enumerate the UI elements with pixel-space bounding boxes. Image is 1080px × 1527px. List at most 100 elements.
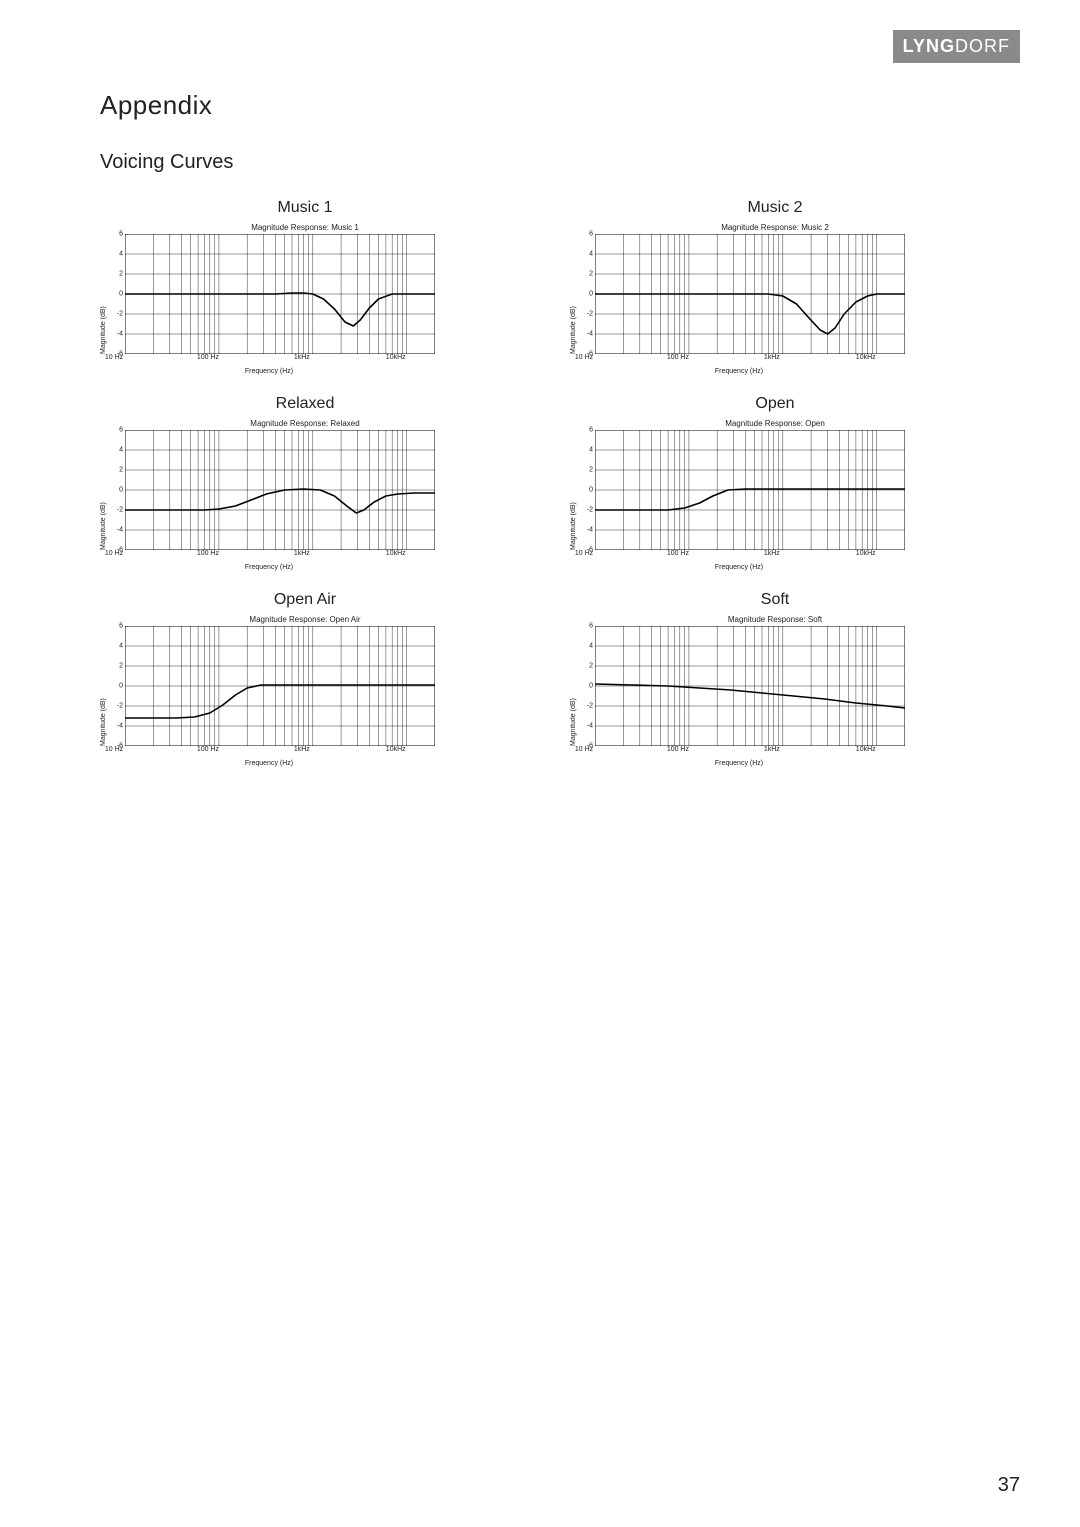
chart-plot-row: Magnitude (dB) 6420-2-4-6 [100,234,510,354]
chart-plot-title: Magnitude Response: Relaxed [100,419,510,428]
x-tick: 1kHz [764,746,780,753]
y-tick: 2 [119,467,123,474]
y-tick: 4 [119,447,123,454]
chart-name: Music 1 [100,199,510,217]
y-tick: 6 [119,231,123,238]
chart-plot-relaxed [125,430,435,550]
x-tick: 100 Hz [197,746,219,753]
x-tick: 10 Hz [575,550,593,557]
chart-plot-music1 [125,234,435,354]
x-tick: 1kHz [294,746,310,753]
chart-name: Soft [570,591,980,609]
chart-name: Open Air [100,591,510,609]
chart-plot-row: Magnitude (dB) 6420-2-4-6 [570,626,980,746]
chart-music2: Music 2 Magnitude Response: Music 2 Magn… [570,199,980,375]
x-tick: 10kHz [386,550,406,557]
y-tick: -4 [587,527,593,534]
x-tick: 10 Hz [575,746,593,753]
y-axis-label: Magnitude (dB) [100,430,107,550]
y-tick: 6 [119,427,123,434]
chart-soft: Soft Magnitude Response: Soft Magnitude … [570,591,980,767]
chart-name: Music 2 [570,199,980,217]
y-axis-label: Magnitude (dB) [570,430,577,550]
x-tick: 10 Hz [105,354,123,361]
y-tick: 6 [589,427,593,434]
brand-logo: LYNGDORF [893,30,1020,63]
x-tick: 10kHz [386,354,406,361]
x-tick: 10kHz [386,746,406,753]
chart-plot-row: Magnitude (dB) 6420-2-4-6 [100,430,510,550]
chart-openair: Open Air Magnitude Response: Open Air Ma… [100,591,510,767]
x-axis-label: Frequency (Hz) [114,760,424,767]
x-tick: 10kHz [856,354,876,361]
x-ticks: 10 Hz100 Hz1kHz10kHz [114,550,424,562]
y-tick: 6 [589,623,593,630]
x-axis-label: Frequency (Hz) [584,760,894,767]
x-tick: 10kHz [856,746,876,753]
y-ticks: 6420-2-4-6 [111,234,125,354]
x-tick: 10 Hz [105,746,123,753]
x-ticks: 10 Hz100 Hz1kHz10kHz [114,354,424,366]
x-tick: 10kHz [856,550,876,557]
brand-light: DORF [955,36,1010,56]
y-tick: 0 [119,291,123,298]
chart-plot-title: Magnitude Response: Open Air [100,615,510,624]
y-tick: -4 [117,723,123,730]
x-tick: 1kHz [764,354,780,361]
x-tick: 100 Hz [667,550,689,557]
y-ticks: 6420-2-4-6 [581,626,595,746]
y-tick: -2 [117,507,123,514]
y-tick: 4 [119,251,123,258]
chart-name: Open [570,395,980,413]
y-tick: 4 [119,643,123,650]
charts-grid: Music 1 Magnitude Response: Music 1 Magn… [100,199,980,767]
y-tick: -2 [117,311,123,318]
chart-plot-title: Magnitude Response: Soft [570,615,980,624]
y-tick: -2 [587,507,593,514]
chart-name: Relaxed [100,395,510,413]
y-ticks: 6420-2-4-6 [581,430,595,550]
y-tick: 0 [589,683,593,690]
y-axis-label: Magnitude (dB) [570,234,577,354]
y-tick: 6 [119,623,123,630]
y-axis-label: Magnitude (dB) [100,626,107,746]
chart-plot-title: Magnitude Response: Music 2 [570,223,980,232]
y-tick: 2 [589,467,593,474]
x-axis-label: Frequency (Hz) [114,564,424,571]
y-tick: 4 [589,447,593,454]
y-tick: -2 [587,311,593,318]
y-ticks: 6420-2-4-6 [111,626,125,746]
x-axis-label: Frequency (Hz) [584,564,894,571]
x-tick: 10 Hz [575,354,593,361]
chart-plot-row: Magnitude (dB) 6420-2-4-6 [100,626,510,746]
x-tick: 1kHz [764,550,780,557]
chart-open: Open Magnitude Response: Open Magnitude … [570,395,980,571]
y-tick: -4 [587,723,593,730]
y-tick: -4 [117,331,123,338]
x-ticks: 10 Hz100 Hz1kHz10kHz [114,746,424,758]
x-tick: 100 Hz [667,746,689,753]
y-tick: 0 [119,487,123,494]
y-tick: 0 [119,683,123,690]
x-ticks: 10 Hz100 Hz1kHz10kHz [584,550,894,562]
y-tick: -4 [117,527,123,534]
y-tick: 2 [119,663,123,670]
x-ticks: 10 Hz100 Hz1kHz10kHz [584,354,894,366]
x-axis-label: Frequency (Hz) [584,368,894,375]
y-tick: 2 [589,271,593,278]
y-tick: -4 [587,331,593,338]
y-tick: 4 [589,251,593,258]
y-ticks: 6420-2-4-6 [581,234,595,354]
chart-plot-title: Magnitude Response: Open [570,419,980,428]
chart-plot-openair [125,626,435,746]
y-tick: -2 [587,703,593,710]
chart-plot-row: Magnitude (dB) 6420-2-4-6 [570,430,980,550]
chart-music1: Music 1 Magnitude Response: Music 1 Magn… [100,199,510,375]
x-tick: 1kHz [294,550,310,557]
section-title: Appendix [100,90,980,121]
page-number: 37 [998,1474,1020,1497]
x-tick: 10 Hz [105,550,123,557]
y-tick: -2 [117,703,123,710]
chart-relaxed: Relaxed Magnitude Response: Relaxed Magn… [100,395,510,571]
x-tick: 100 Hz [197,354,219,361]
